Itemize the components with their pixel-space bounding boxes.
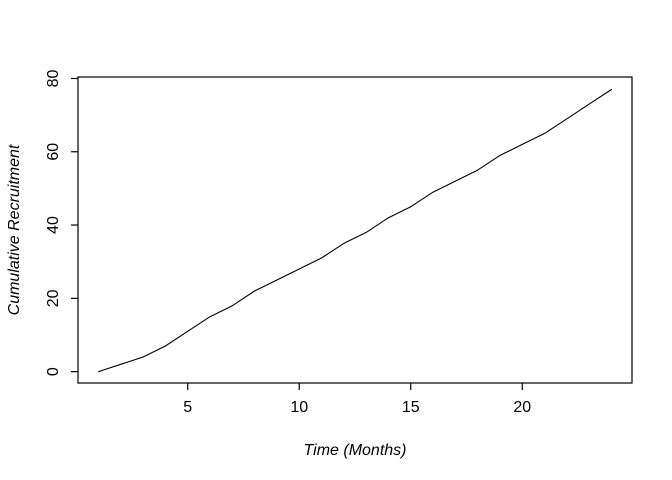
x-tick-label: 5 bbox=[183, 399, 192, 416]
x-tick-label: 20 bbox=[513, 399, 531, 416]
y-tick-label: 80 bbox=[45, 69, 62, 87]
plot-area: 5 10 15 20 0 20 40 60 80 bbox=[45, 69, 633, 416]
y-tick-label: 40 bbox=[45, 216, 62, 234]
y-tick-label: 60 bbox=[45, 143, 62, 161]
x-axis-title: Time (Months) bbox=[304, 442, 407, 459]
recruitment-line bbox=[97, 88, 613, 373]
y-tick-label: 20 bbox=[45, 289, 62, 307]
x-tick-label: 15 bbox=[402, 399, 420, 416]
y-tick-label: 0 bbox=[45, 367, 62, 376]
y-axis-title: Cumulative Recruitment bbox=[6, 144, 23, 315]
x-tick-label: 10 bbox=[290, 399, 308, 416]
plot-box bbox=[77, 76, 633, 384]
